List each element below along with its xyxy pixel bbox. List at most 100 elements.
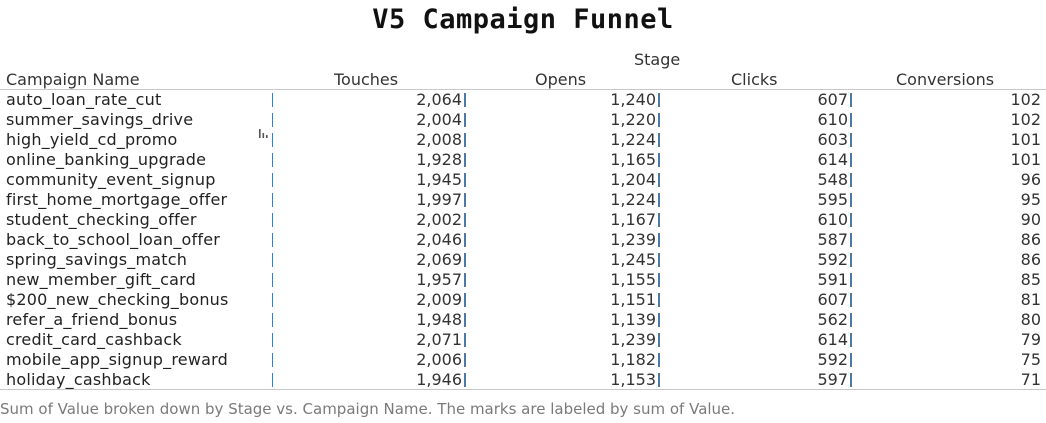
clicks-bar-mark[interactable]: [850, 313, 852, 327]
table-row[interactable]: new_member_gift_card 1,957 1,155 591 85: [0, 270, 1046, 290]
table-row[interactable]: back_to_school_loan_offer 2,046 1,239 587 86: [0, 230, 1046, 250]
conversions-value-label: 71: [1020, 370, 1041, 389]
touches-pane-axis-mark: [272, 113, 273, 127]
touches-value-label: 2,006: [416, 350, 462, 369]
clicks-value-label: 562: [817, 310, 848, 329]
touches-bar-mark[interactable]: [464, 313, 466, 327]
touches-bar-mark[interactable]: [464, 293, 466, 307]
clicks-bar-mark[interactable]: [850, 193, 852, 207]
campaign-name-cell: spring_savings_match: [6, 250, 188, 269]
touches-bar-mark[interactable]: [464, 213, 466, 227]
touches-pane-axis-mark: [272, 173, 273, 187]
clicks-bar-mark[interactable]: [850, 333, 852, 347]
clicks-bar-mark[interactable]: [850, 353, 852, 367]
clicks-bar-mark[interactable]: [850, 373, 852, 387]
column-header-conversions: Conversions: [896, 70, 995, 89]
opens-bar-mark[interactable]: [658, 293, 660, 307]
opens-bar-mark[interactable]: [658, 113, 660, 127]
campaign-name-cell: holiday_cashback: [6, 370, 151, 389]
opens-bar-mark[interactable]: [658, 273, 660, 287]
table-row[interactable]: summer_savings_drive 2,004 1,220 610 102: [0, 110, 1046, 130]
clicks-bar-mark[interactable]: [850, 93, 852, 107]
opens-value-label: 1,182: [610, 350, 656, 369]
mini-bar-chart-icon[interactable]: [257, 126, 271, 140]
clicks-bar-mark[interactable]: [850, 153, 852, 167]
touches-bar-mark[interactable]: [464, 353, 466, 367]
campaign-name-cell: first_home_mortgage_offer: [6, 190, 228, 209]
opens-bar-mark[interactable]: [658, 313, 660, 327]
campaign-name-cell: auto_loan_rate_cut: [6, 90, 162, 109]
chart-title: V5 Campaign Funnel: [372, 4, 674, 35]
touches-bar-mark[interactable]: [464, 133, 466, 147]
chart-caption: Sum of Value broken down by Stage vs. Ca…: [0, 400, 736, 418]
campaign-name-cell: summer_savings_drive: [6, 110, 194, 129]
table-row[interactable]: high_yield_cd_promo 2,008 1,224 603 101: [0, 130, 1046, 150]
opens-bar-mark[interactable]: [658, 373, 660, 387]
opens-bar-mark[interactable]: [658, 253, 660, 267]
opens-bar-mark[interactable]: [658, 193, 660, 207]
conversions-value-label: 101: [1010, 150, 1041, 169]
conversions-value-label: 102: [1010, 110, 1041, 129]
touches-pane-axis-mark: [272, 233, 273, 247]
clicks-bar-mark[interactable]: [850, 173, 852, 187]
table-row[interactable]: credit_card_cashback 2,071 1,239 614 79: [0, 330, 1046, 350]
clicks-value-label: 610: [817, 210, 848, 229]
clicks-bar-mark[interactable]: [850, 113, 852, 127]
campaign-name-cell: online_banking_upgrade: [6, 150, 207, 169]
clicks-bar-mark[interactable]: [850, 233, 852, 247]
opens-bar-mark[interactable]: [658, 93, 660, 107]
table-row[interactable]: $200_new_checking_bonus 2,009 1,151 607 81: [0, 290, 1046, 310]
clicks-bar-mark[interactable]: [850, 293, 852, 307]
opens-bar-mark[interactable]: [658, 333, 660, 347]
table-row[interactable]: community_event_signup 1,945 1,204 548 96: [0, 170, 1046, 190]
touches-pane-axis-mark: [272, 333, 273, 347]
touches-bar-mark[interactable]: [464, 233, 466, 247]
opens-value-label: 1,165: [610, 150, 656, 169]
opens-value-label: 1,224: [610, 130, 656, 149]
opens-bar-mark[interactable]: [658, 353, 660, 367]
clicks-value-label: 610: [817, 110, 848, 129]
touches-bar-mark[interactable]: [464, 273, 466, 287]
touches-value-label: 2,009: [416, 290, 462, 309]
touches-bar-mark[interactable]: [464, 173, 466, 187]
campaign-name-cell: $200_new_checking_bonus: [6, 290, 229, 309]
touches-value-label: 2,008: [416, 130, 462, 149]
touches-value-label: 2,046: [416, 230, 462, 249]
clicks-value-label: 595: [817, 190, 848, 209]
campaign-name-cell: community_event_signup: [6, 170, 216, 189]
table-row[interactable]: refer_a_friend_bonus 1,948 1,139 562 80: [0, 310, 1046, 330]
opens-bar-mark[interactable]: [658, 173, 660, 187]
table-row[interactable]: mobile_app_signup_reward 2,006 1,182 592 75: [0, 350, 1046, 370]
clicks-bar-mark[interactable]: [850, 253, 852, 267]
table-row[interactable]: holiday_cashback 1,946 1,153 597 71: [0, 370, 1046, 390]
opens-bar-mark[interactable]: [658, 133, 660, 147]
clicks-value-label: 592: [817, 250, 848, 269]
table-row[interactable]: online_banking_upgrade 1,928 1,165 614 101: [0, 150, 1046, 170]
table-row[interactable]: auto_loan_rate_cut 2,064 1,240 607 102: [0, 90, 1046, 110]
clicks-bar-mark[interactable]: [850, 133, 852, 147]
touches-bar-mark[interactable]: [464, 253, 466, 267]
opens-value-label: 1,153: [610, 370, 656, 389]
table-body: auto_loan_rate_cut 2,064 1,240 607 102 summer…: [0, 90, 1046, 390]
table-row[interactable]: first_home_mortgage_offer 1,997 1,224 595 95: [0, 190, 1046, 210]
clicks-value-label: 614: [817, 330, 848, 349]
campaign-name-cell: high_yield_cd_promo: [6, 130, 178, 149]
opens-bar-mark[interactable]: [658, 233, 660, 247]
conversions-value-label: 86: [1020, 250, 1041, 269]
opens-bar-mark[interactable]: [658, 153, 660, 167]
conversions-value-label: 75: [1020, 350, 1041, 369]
touches-pane-axis-mark: [272, 193, 273, 207]
touches-bar-mark[interactable]: [464, 333, 466, 347]
table-row[interactable]: spring_savings_match 2,069 1,245 592 86: [0, 250, 1046, 270]
table-row[interactable]: student_checking_offer 2,002 1,167 610 90: [0, 210, 1046, 230]
clicks-bar-mark[interactable]: [850, 273, 852, 287]
touches-value-label: 1,928: [416, 150, 462, 169]
touches-bar-mark[interactable]: [464, 193, 466, 207]
touches-bar-mark[interactable]: [464, 113, 466, 127]
touches-bar-mark[interactable]: [464, 153, 466, 167]
opens-bar-mark[interactable]: [658, 213, 660, 227]
clicks-bar-mark[interactable]: [850, 213, 852, 227]
touches-bar-mark[interactable]: [464, 373, 466, 387]
touches-bar-mark[interactable]: [464, 93, 466, 107]
touches-pane-axis-mark: [272, 353, 273, 367]
